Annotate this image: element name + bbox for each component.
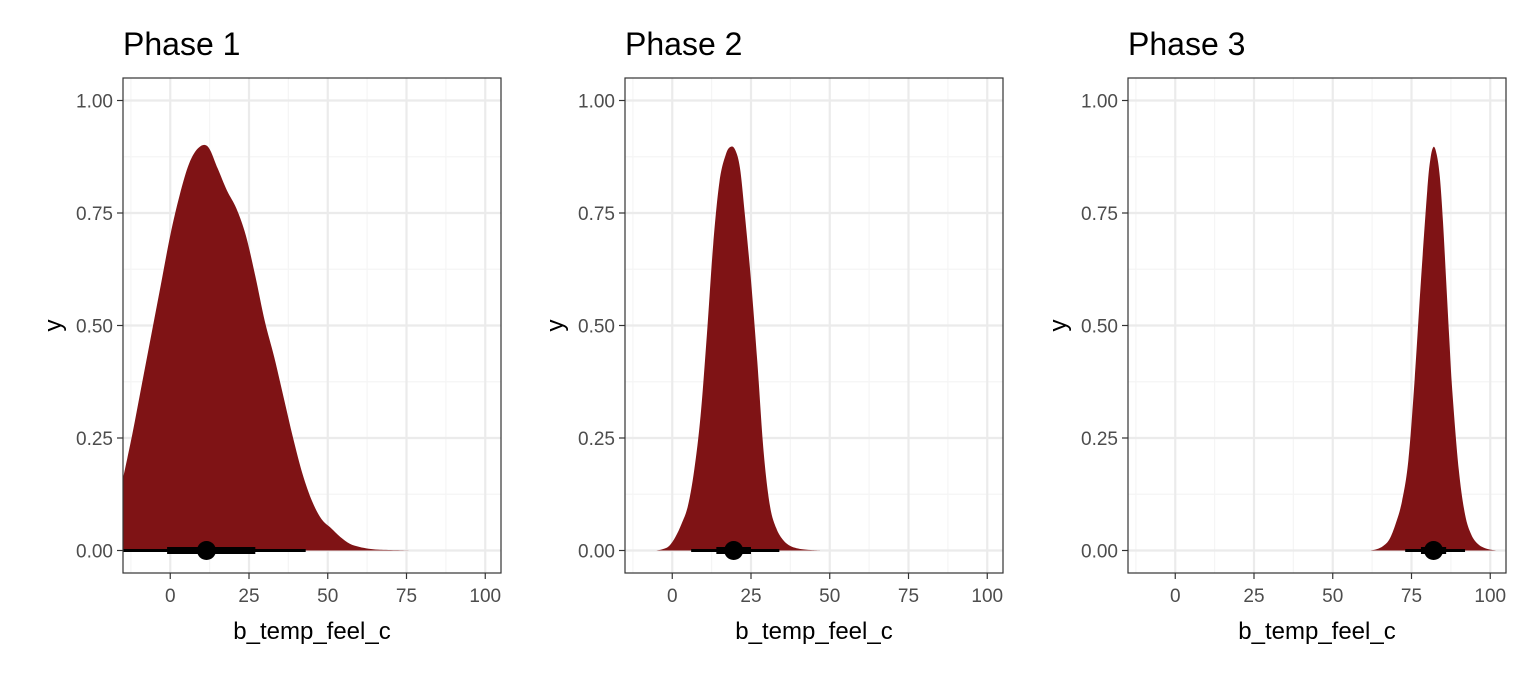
y-tick-label: 0.25 xyxy=(578,429,615,450)
x-tick-label: 75 xyxy=(1401,586,1422,607)
x-tick-label: 100 xyxy=(971,586,1003,607)
y-tick-label: 0.00 xyxy=(1081,542,1118,563)
x-tick-label: 75 xyxy=(898,586,919,607)
x-tick-label: 50 xyxy=(1322,586,1343,607)
x-axis-title: b_temp_feel_c xyxy=(1238,618,1395,645)
x-tick-label: 0 xyxy=(667,586,678,607)
y-tick-label: 1.00 xyxy=(578,92,615,113)
y-tick-label: 0.25 xyxy=(76,429,113,450)
x-axis-title: b_temp_feel_c xyxy=(233,618,390,645)
x-tick-label: 0 xyxy=(1170,586,1181,607)
y-tick-label: 0.50 xyxy=(76,317,113,338)
x-tick-label: 25 xyxy=(1243,586,1264,607)
density-area xyxy=(1370,146,1497,551)
x-tick-label: 50 xyxy=(819,586,840,607)
x-tick-label: 0 xyxy=(165,586,176,607)
panel-title: Phase 1 xyxy=(123,26,240,62)
x-axis-title: b_temp_feel_c xyxy=(735,618,892,645)
density-area xyxy=(656,146,821,551)
y-tick-label: 0.25 xyxy=(1081,429,1118,450)
x-tick-label: 25 xyxy=(238,586,259,607)
x-tick-label: 25 xyxy=(740,586,761,607)
panel-3: 0.00 0.25 0.50 0.75 1.00 0 25 50 75 100 Phase 3 b_t… xyxy=(1045,26,1507,645)
y-tick-label: 0.75 xyxy=(1081,204,1118,225)
y-tick-label: 0.75 xyxy=(76,204,113,225)
y-axis-title: y xyxy=(40,320,67,332)
y-tick-label: 0.50 xyxy=(578,317,615,338)
point-estimate xyxy=(724,541,744,560)
density-area xyxy=(123,144,410,551)
panel-title: Phase 2 xyxy=(625,26,742,62)
y-axis-title: y xyxy=(542,320,569,332)
y-tick-label: 0.75 xyxy=(578,204,615,225)
y-tick-label: 0.00 xyxy=(76,542,113,563)
x-tick-label: 100 xyxy=(1474,586,1506,607)
y-tick-label: 0.50 xyxy=(1081,317,1118,338)
panel-title: Phase 3 xyxy=(1128,26,1245,62)
y-axis-title: y xyxy=(1045,320,1072,332)
point-estimate xyxy=(196,541,216,560)
y-tick-label: 1.00 xyxy=(1081,92,1118,113)
point-estimate xyxy=(1424,541,1444,560)
x-tick-label: 100 xyxy=(469,586,501,607)
y-tick-label: 0.00 xyxy=(578,542,615,563)
panel-2: 0.00 0.25 0.50 0.75 1.00 0 25 50 75 100 Phase 2 b_t… xyxy=(542,26,1004,645)
x-tick-label: 75 xyxy=(396,586,417,607)
y-tick-label: 1.00 xyxy=(76,92,113,113)
x-tick-label: 50 xyxy=(317,586,338,607)
panel-1: 0.00 0.25 0.50 0.75 1.00 0 25 50 75 100 Phase 1 b_t… xyxy=(40,26,502,645)
